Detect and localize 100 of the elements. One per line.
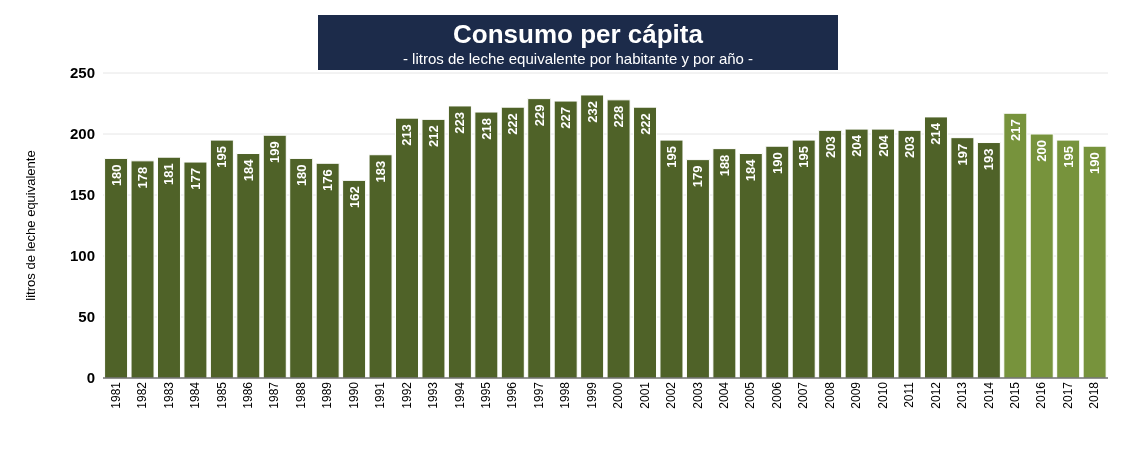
data-label: 227 (558, 107, 574, 129)
bar (130, 160, 155, 378)
x-tick-label: 2004 (717, 381, 732, 409)
y-axis-title: litros de leche equivalente (22, 150, 38, 301)
data-label: 193 (981, 148, 997, 171)
data-label: 214 (928, 122, 944, 145)
x-tick-label: 2001 (637, 381, 652, 409)
bar (474, 111, 499, 378)
data-label: 199 (267, 141, 283, 163)
data-label: 177 (187, 168, 203, 190)
bar (791, 139, 816, 378)
data-label: 195 (796, 146, 812, 168)
x-tick-label: 1996 (505, 381, 520, 409)
bar (104, 157, 129, 378)
bar (633, 106, 658, 378)
bar (553, 100, 578, 378)
bar (871, 128, 896, 378)
data-label: 176 (320, 169, 336, 191)
x-tick-label: 2002 (664, 381, 679, 409)
x-tick-label: 1999 (584, 381, 599, 409)
data-label: 223 (452, 111, 468, 134)
data-label: 180 (108, 164, 124, 187)
data-label: 184 (240, 158, 256, 182)
x-tick-label: 2008 (822, 381, 837, 409)
x-tick-label: 1988 (293, 381, 308, 409)
bar (976, 142, 1001, 378)
data-label: 213 (399, 124, 415, 146)
bar (685, 159, 710, 378)
x-tick-label: 1992 (399, 381, 414, 409)
data-label: 183 (373, 160, 389, 183)
data-label: 190 (769, 152, 785, 174)
data-label: 222 (505, 113, 521, 135)
x-tick-label: 2007 (796, 381, 811, 409)
data-label: 222 (637, 113, 653, 135)
data-label: 197 (954, 143, 970, 166)
bar (765, 145, 790, 378)
x-tick-label: 1991 (373, 381, 388, 409)
x-tick-label: 1985 (214, 381, 229, 409)
x-tick-label: 2016 (1034, 381, 1049, 409)
bar (712, 148, 737, 378)
data-label: 232 (584, 100, 600, 123)
x-tick-label: 2003 (690, 381, 705, 409)
y-tick-label: 100 (69, 247, 95, 265)
chart-title: Consumo per cápita (452, 19, 704, 50)
bar (1082, 145, 1107, 378)
bar (209, 139, 234, 378)
data-label: 180 (293, 164, 309, 187)
x-tick-label: 2012 (928, 381, 943, 409)
bar (183, 161, 208, 378)
x-tick-label: 2009 (849, 381, 864, 409)
x-tick-label: 2017 (1060, 381, 1075, 409)
x-tick-label: 1998 (558, 381, 573, 409)
bar (897, 129, 922, 378)
data-label: 195 (663, 146, 679, 168)
bar (1056, 139, 1081, 378)
x-tick-label: 1987 (267, 381, 282, 409)
x-tick-label: 1994 (452, 381, 467, 409)
bar (950, 137, 975, 378)
bar (156, 156, 181, 378)
x-tick-label: 1982 (135, 381, 150, 409)
data-label: 190 (1087, 152, 1103, 174)
x-tick-label: 1989 (320, 381, 335, 409)
y-tick-label: 250 (69, 64, 95, 82)
data-label: 228 (611, 105, 627, 128)
data-label: 162 (346, 186, 362, 209)
data-label: 178 (135, 166, 151, 189)
y-tick-label: 50 (78, 308, 95, 326)
x-tick-label: 1997 (531, 381, 546, 409)
bar (818, 129, 843, 378)
x-tick-label: 2005 (743, 381, 758, 409)
bar (368, 154, 393, 378)
x-tick-label: 2015 (1007, 381, 1022, 409)
x-tick-label: 1983 (161, 381, 176, 409)
x-tick-label: 2014 (981, 381, 996, 409)
x-tick-label: 2000 (611, 381, 626, 409)
data-label: 212 (425, 125, 441, 148)
bar (421, 118, 446, 378)
bar (395, 117, 420, 378)
y-tick-label: 200 (69, 125, 95, 143)
x-tick-label: 1990 (346, 381, 361, 409)
bar (527, 98, 552, 378)
x-tick-label: 1984 (188, 381, 203, 409)
bar (738, 153, 763, 378)
bar (659, 139, 684, 378)
bar (342, 179, 367, 378)
data-label: 203 (902, 136, 918, 159)
bar (606, 99, 631, 378)
bar (844, 128, 869, 378)
bar (923, 116, 948, 378)
x-tick-label: 1993 (426, 381, 441, 409)
data-label: 181 (161, 163, 177, 185)
data-label: 204 (849, 134, 865, 157)
data-label: 195 (214, 146, 230, 168)
x-tick-label: 2006 (769, 381, 784, 409)
bar (289, 157, 314, 378)
y-tick-label: 0 (86, 369, 95, 387)
data-label: 203 (822, 136, 838, 159)
chart-subtitle: - litros de leche equivalente por habitante y por año - (401, 50, 755, 67)
bar (315, 162, 340, 378)
bar (1003, 112, 1028, 378)
